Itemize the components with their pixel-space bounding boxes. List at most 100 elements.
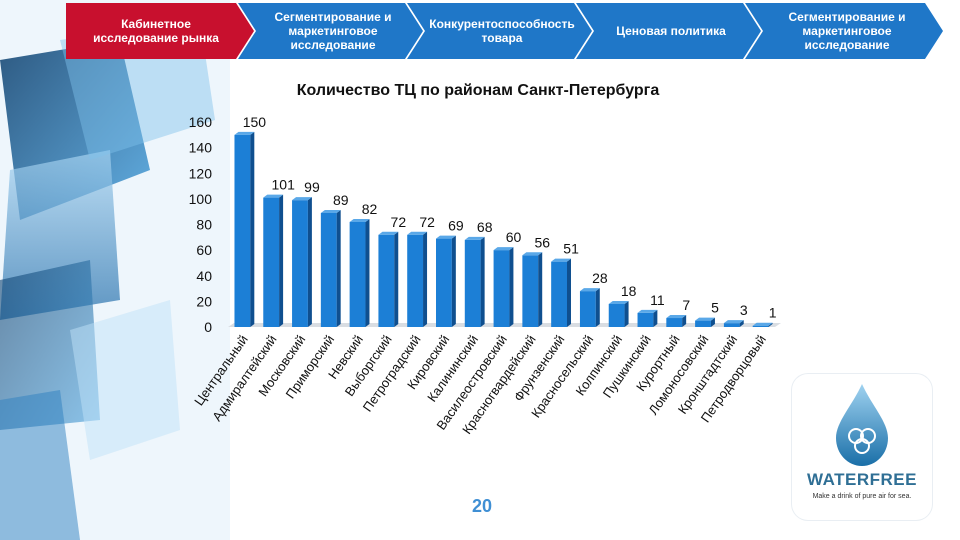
y-tick-label: 140 — [189, 140, 213, 156]
bar-top — [464, 236, 485, 240]
data-label: 68 — [477, 219, 493, 235]
bar-side — [768, 322, 773, 327]
bar-side — [538, 252, 543, 327]
data-label: 72 — [419, 214, 435, 230]
bar-side — [595, 288, 600, 327]
data-label: 89 — [333, 192, 349, 208]
bar — [695, 320, 711, 327]
data-label: 69 — [448, 218, 464, 234]
bar-side — [279, 194, 284, 327]
logo-tagline: Make a drink of pure air for sea. — [812, 493, 912, 500]
bar-top — [579, 288, 600, 292]
data-label: 99 — [304, 179, 320, 195]
y-tick-label: 100 — [189, 191, 213, 207]
bar-top — [522, 252, 543, 256]
bar — [666, 318, 683, 327]
data-label: 72 — [391, 214, 407, 230]
tab-competitiveness[interactable]: Конкурентоспособность товара — [419, 3, 591, 59]
tab-desk-research[interactable]: Кабинетное исследование рынка — [66, 3, 252, 59]
data-label: 3 — [740, 302, 748, 318]
bar-top — [234, 131, 255, 135]
data-label: 101 — [272, 177, 296, 193]
bar — [493, 250, 510, 327]
y-tick-label: 20 — [196, 293, 212, 309]
bar-top — [320, 209, 341, 213]
y-tick-label: 0 — [204, 319, 212, 335]
bar-top — [378, 231, 399, 235]
tab-pricing[interactable]: Ценовая политика — [588, 3, 760, 59]
bar-side — [394, 231, 399, 327]
tab-label: Ценовая политика — [616, 24, 726, 38]
decorative-background — [0, 0, 230, 540]
bar-side — [739, 320, 744, 327]
bar-top — [752, 322, 773, 326]
data-label: 150 — [243, 114, 267, 130]
bar — [263, 197, 280, 327]
bar-top — [666, 315, 687, 319]
bar-top — [263, 194, 284, 198]
data-label: 28 — [592, 270, 608, 286]
bar-top — [637, 309, 658, 313]
data-label: 5 — [711, 300, 719, 316]
bar-side — [566, 258, 571, 327]
bar — [551, 261, 567, 327]
company-logo: WATERFREE Make a drink of pure air for s… — [792, 374, 932, 520]
logo-name: WATERFREE — [807, 470, 917, 489]
data-label: 7 — [682, 297, 690, 313]
bar-top — [407, 231, 428, 235]
data-label: 51 — [563, 241, 579, 257]
nav-ribbon-shapes — [66, 3, 943, 59]
bar-side — [509, 247, 514, 327]
bar — [637, 312, 654, 327]
tab-label: Сегментирование и маркетинговое исследов… — [788, 10, 906, 52]
data-label: 1 — [769, 305, 777, 321]
bar — [464, 239, 481, 327]
bar — [723, 323, 740, 327]
bar — [292, 200, 308, 327]
y-tick-label: 60 — [196, 242, 212, 258]
tab-segmentation-2[interactable]: Сегментирование и маркетинговое исследов… — [757, 3, 943, 59]
bar-side — [624, 300, 629, 327]
tab-label: Кабинетное исследование рынка — [93, 17, 219, 45]
data-label: 82 — [362, 201, 378, 217]
bar-top — [695, 317, 715, 321]
bar — [349, 221, 366, 327]
bar-side — [710, 317, 715, 327]
y-tick-label: 80 — [196, 217, 212, 233]
data-label: 18 — [621, 283, 637, 299]
bar-top — [436, 235, 456, 239]
top-navigation: Кабинетное исследование рынка Сегментиро… — [0, 0, 960, 62]
bar — [579, 291, 596, 327]
water-drop-icon — [836, 384, 888, 466]
bar-side — [365, 218, 370, 327]
bar — [407, 234, 424, 327]
bar-side — [307, 197, 312, 327]
bar-top — [608, 300, 629, 304]
bar-top — [723, 320, 744, 324]
tab-segmentation[interactable]: Сегментирование и маркетинговое исследов… — [250, 3, 422, 59]
bar-side — [336, 209, 341, 327]
data-label: 11 — [650, 292, 665, 308]
y-tick-label: 160 — [189, 114, 213, 130]
bar — [320, 212, 337, 327]
bar-side — [250, 131, 255, 327]
y-tick-label: 40 — [196, 268, 212, 284]
y-tick-label: 120 — [189, 165, 213, 181]
bar — [436, 238, 452, 327]
tab-label: Сегментирование и маркетинговое исследов… — [274, 10, 392, 52]
bar — [752, 325, 769, 327]
bar-top — [349, 218, 370, 222]
bar — [234, 134, 251, 327]
bar-top — [292, 197, 312, 201]
bar-top — [493, 247, 514, 251]
bar-side — [451, 235, 456, 327]
chart-title: Количество ТЦ по районам Санкт-Петербург… — [297, 82, 660, 99]
bar-side — [480, 236, 485, 327]
bar-side — [682, 315, 687, 327]
tab-label: Конкурентоспособность товара — [429, 17, 575, 45]
bar — [522, 255, 539, 327]
bar — [608, 303, 625, 327]
data-label: 60 — [506, 229, 522, 245]
bar-top — [551, 258, 571, 262]
